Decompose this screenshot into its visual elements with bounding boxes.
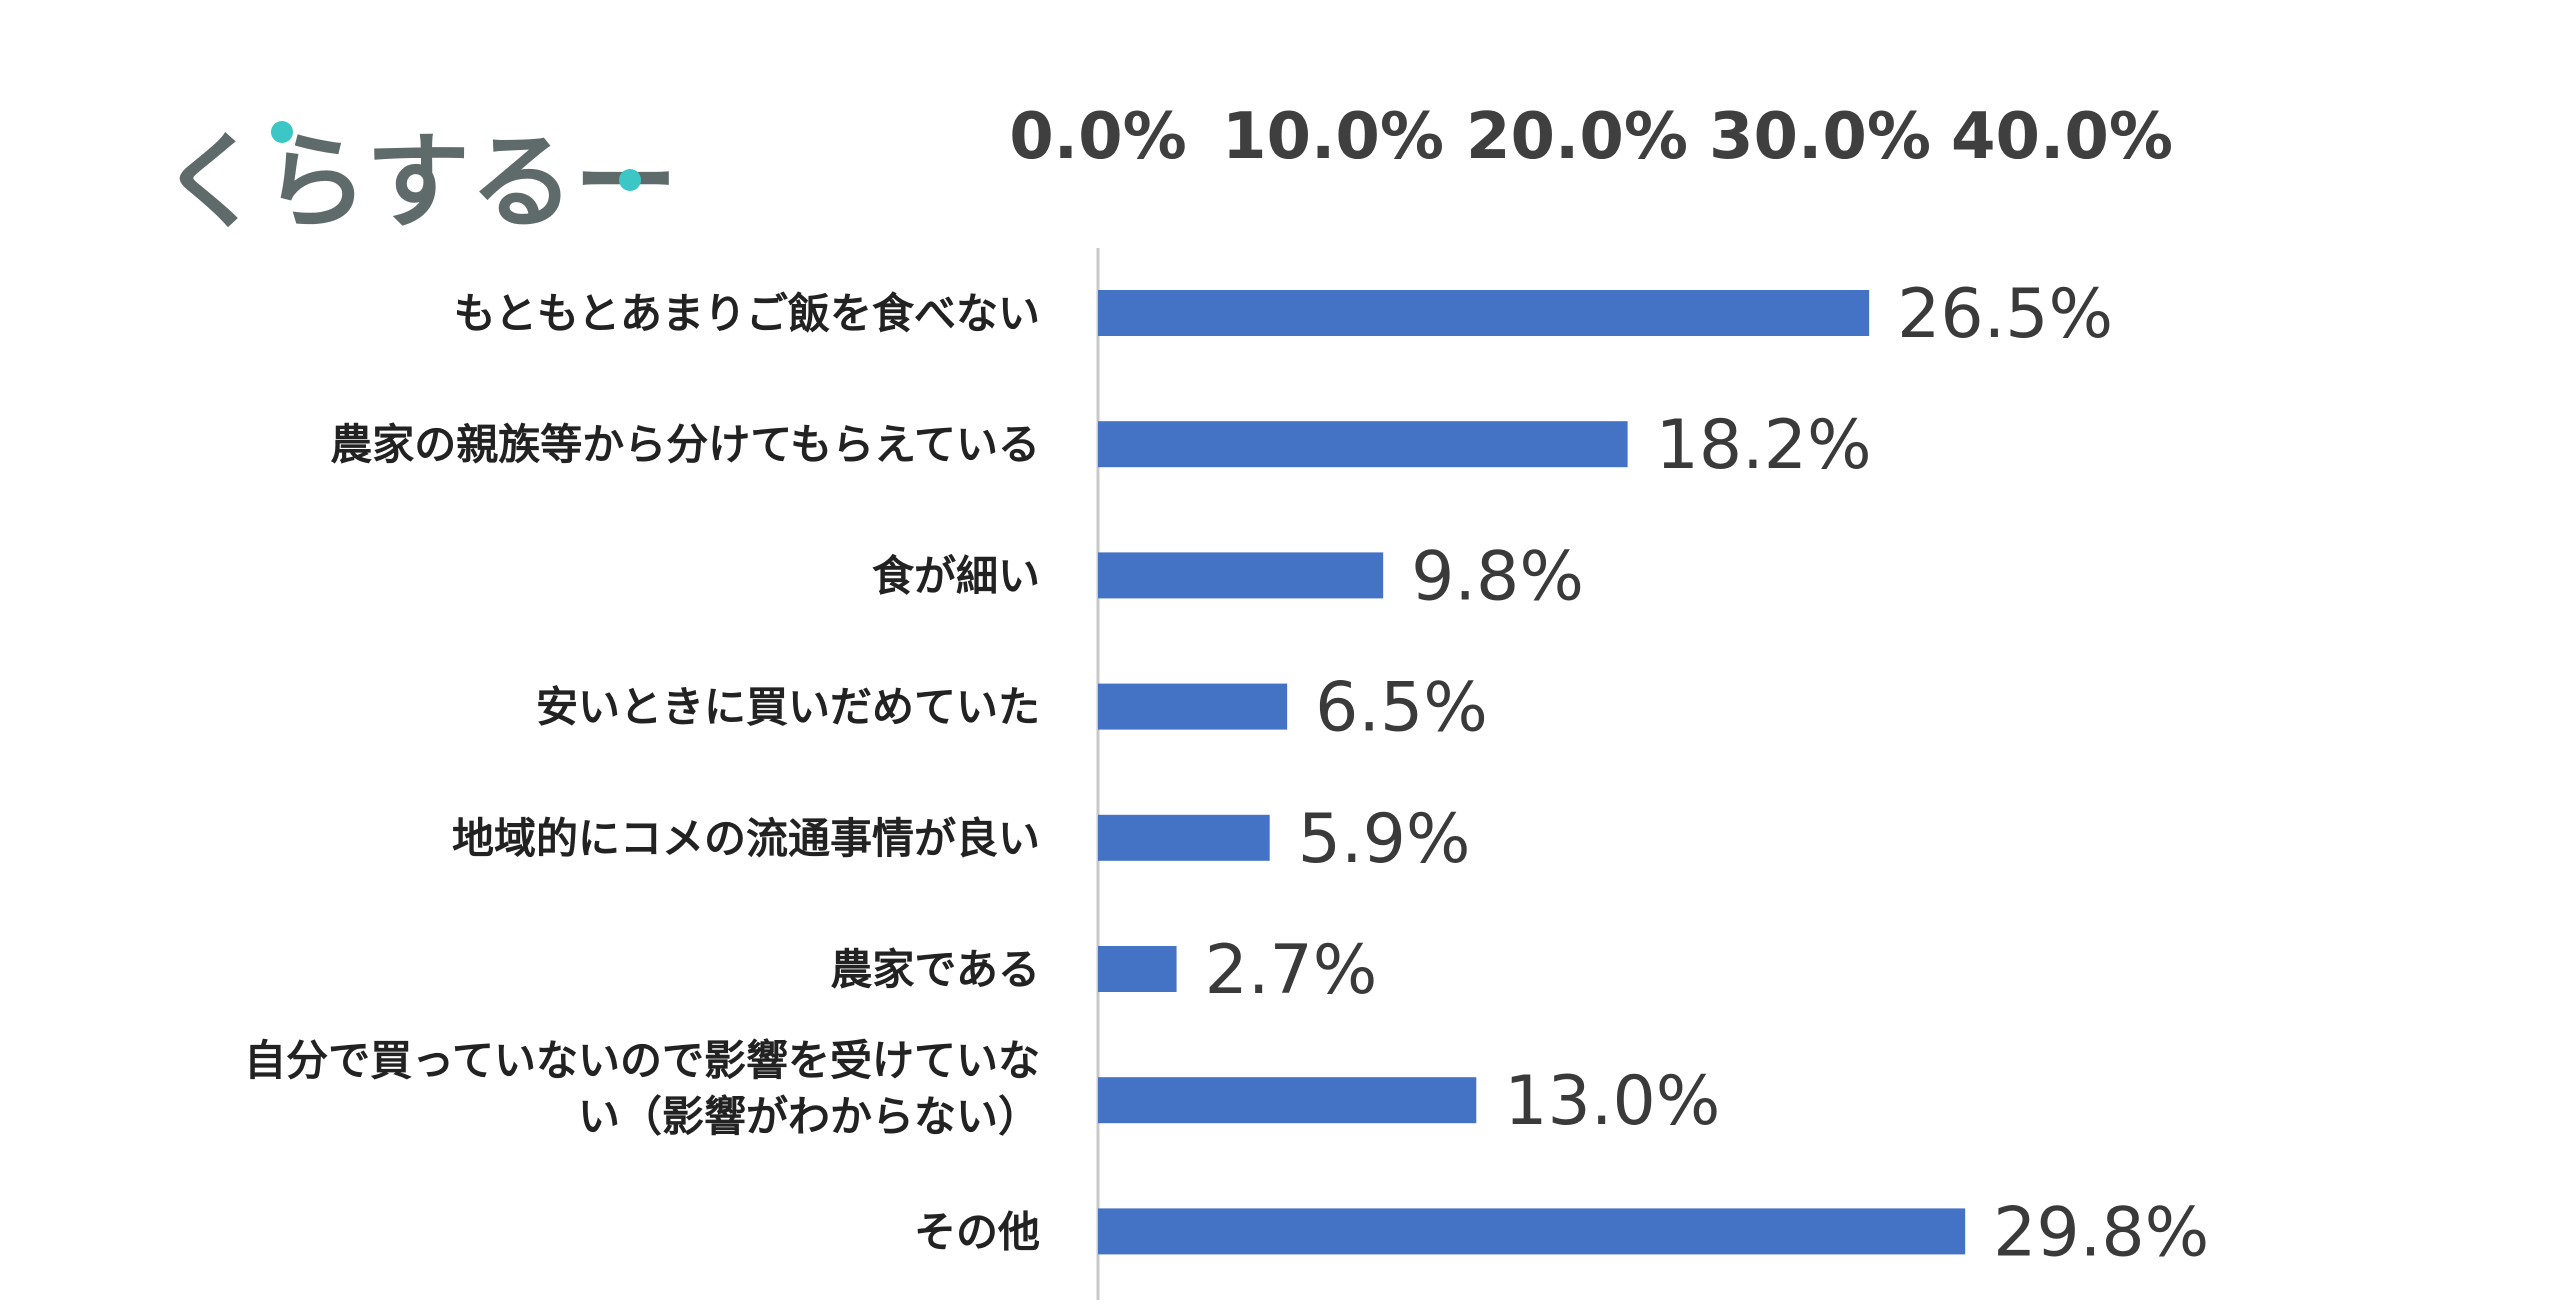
bars <box>1098 290 1966 1255</box>
bar-value-label: 5.9% <box>1298 800 1471 879</box>
bar-value-label: 26.5% <box>1897 275 2113 354</box>
x-tick-label: 20.0% <box>1466 100 1688 174</box>
logo-dot-2 <box>619 169 641 191</box>
bar <box>1098 421 1628 468</box>
logo-text: くらするーむ <box>160 121 680 243</box>
category-label: その他 <box>914 1207 1040 1256</box>
bar-value-label: 18.2% <box>1656 406 1872 485</box>
category-label: 地域的にコメの流通事情が良い <box>452 814 1040 863</box>
category-label: 農家である <box>830 945 1040 994</box>
bar-value-label: 9.8% <box>1411 537 1584 616</box>
category-label: 自分で買っていないので影響を受けていな <box>244 1036 1040 1085</box>
category-label: 農家の親族等から分けてもらえている <box>330 420 1040 469</box>
x-tick-label: 0.0% <box>1009 100 1187 174</box>
bar-value-label: 13.0% <box>1504 1062 1720 1141</box>
bar <box>1098 946 1177 992</box>
bar <box>1098 1077 1477 1124</box>
bar <box>1098 290 1870 336</box>
category-label: い（影響がわからない） <box>578 1092 1040 1141</box>
category-label: 安いときに買いだめていた <box>536 683 1040 732</box>
category-label: もともとあまりご飯を食べない <box>454 289 1040 338</box>
bar-value-label: 2.7% <box>1205 931 1378 1010</box>
logo-dot-1 <box>271 121 293 143</box>
bar <box>1098 552 1384 599</box>
x-tick-label: 10.0% <box>1222 100 1444 174</box>
x-tick-label: 40.0% <box>1951 100 2173 174</box>
category-labels: もともとあまりご飯を食べない農家の親族等から分けてもらえている食が細い安いときに… <box>244 289 1040 1256</box>
value-labels: 26.5% 18.2% 9.8% 6.5% 5.9% 2.7% 13.0% 29.8% <box>1205 275 2210 1272</box>
bar <box>1098 1208 1966 1255</box>
category-label: 食が細い <box>872 551 1040 600</box>
bar <box>1098 814 1270 861</box>
x-tick-label: 30.0% <box>1709 100 1931 174</box>
x-axis-ticks: 0.0% 10.0% 20.0% 30.0% 40.0% <box>1009 100 2173 174</box>
bar-value-label: 6.5% <box>1315 669 1488 748</box>
bar-value-label: 29.8% <box>1993 1193 2209 1272</box>
kurasuru-mu-logo: くらするーむ <box>160 121 680 243</box>
bar <box>1098 683 1288 730</box>
